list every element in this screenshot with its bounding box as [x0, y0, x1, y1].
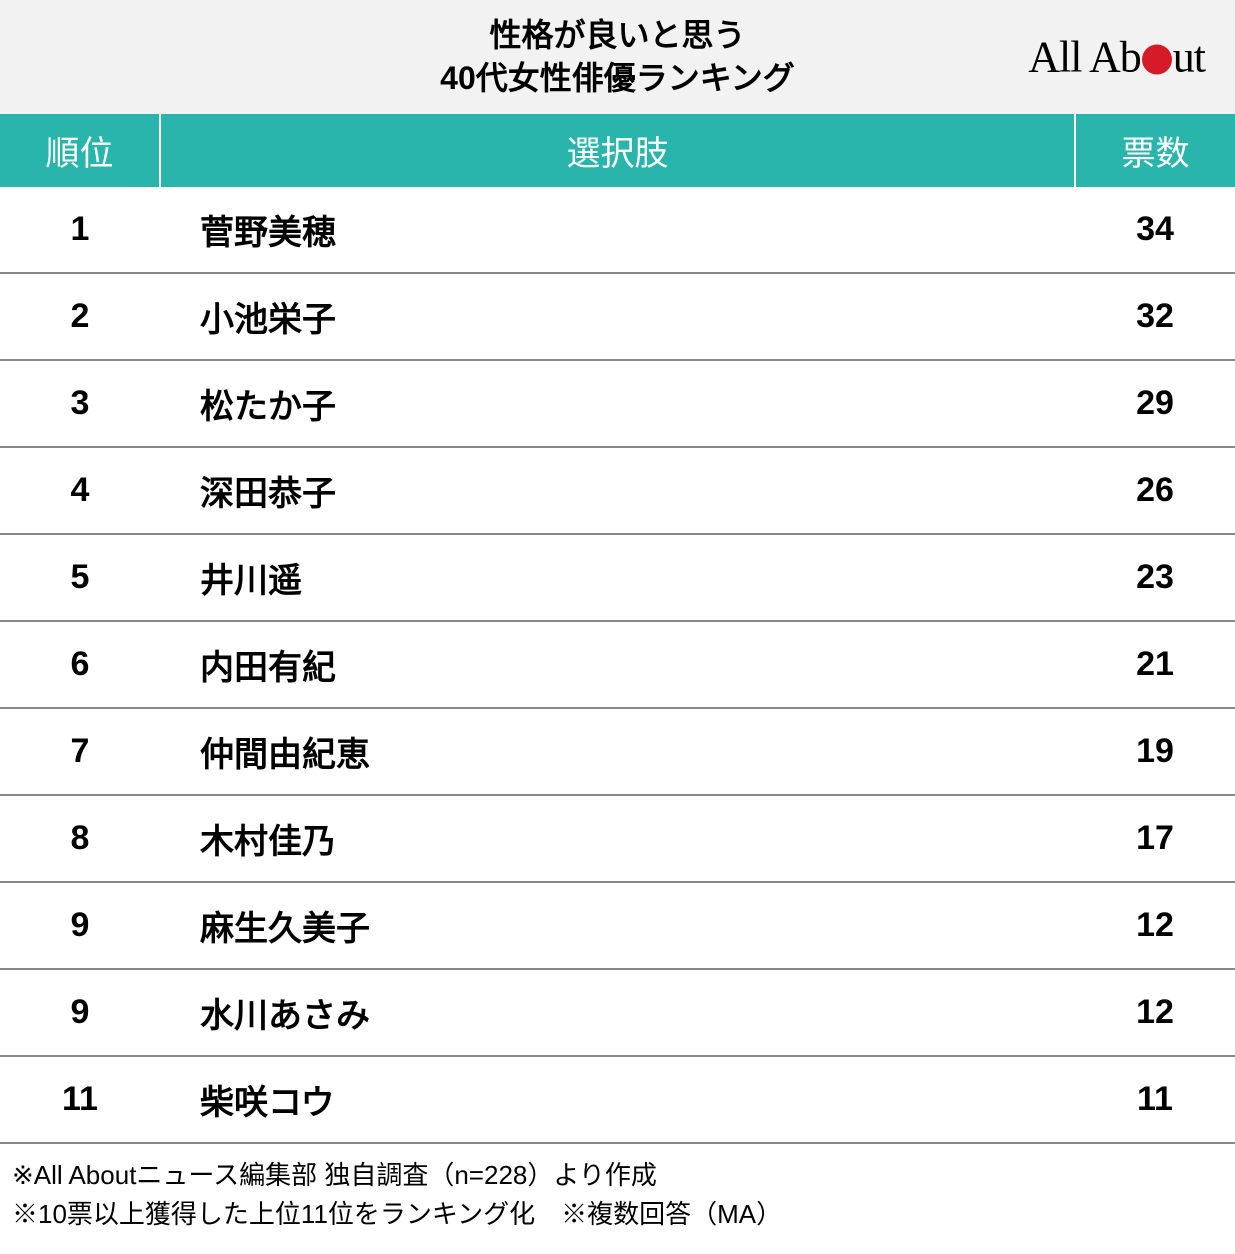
logo-text-before: All Ab — [1028, 32, 1141, 83]
ranking-container: 性格が良いと思う 40代女性俳優ランキング All Ab ut 順位 選択肢 票… — [0, 0, 1235, 1254]
page-title: 性格が良いと思う 40代女性俳優ランキング — [440, 14, 795, 100]
cell-choice: 内田有紀 — [160, 621, 1075, 708]
cell-choice: 水川あさみ — [160, 969, 1075, 1056]
cell-votes: 19 — [1075, 708, 1235, 795]
cell-choice: 井川遥 — [160, 534, 1075, 621]
cell-rank: 6 — [0, 621, 160, 708]
table-row: 9麻生久美子12 — [0, 882, 1235, 969]
col-header-rank: 順位 — [0, 114, 160, 187]
title-bar: 性格が良いと思う 40代女性俳優ランキング All Ab ut — [0, 0, 1235, 114]
ranking-table: 順位 選択肢 票数 1菅野美穂342小池栄子323松たか子294深田恭子265井… — [0, 114, 1235, 1144]
table-row: 8木村佳乃17 — [0, 795, 1235, 882]
table-row: 9水川あさみ12 — [0, 969, 1235, 1056]
table-row: 4深田恭子26 — [0, 447, 1235, 534]
table-row: 11柴咲コウ11 — [0, 1056, 1235, 1143]
cell-rank: 2 — [0, 273, 160, 360]
cell-rank: 3 — [0, 360, 160, 447]
cell-rank: 7 — [0, 708, 160, 795]
table-row: 7仲間由紀恵19 — [0, 708, 1235, 795]
cell-votes: 29 — [1075, 360, 1235, 447]
allabout-logo: All Ab ut — [1028, 32, 1205, 83]
col-header-choice: 選択肢 — [160, 114, 1075, 187]
cell-rank: 11 — [0, 1056, 160, 1143]
cell-choice: 深田恭子 — [160, 447, 1075, 534]
cell-votes: 17 — [1075, 795, 1235, 882]
cell-votes: 26 — [1075, 447, 1235, 534]
cell-votes: 32 — [1075, 273, 1235, 360]
cell-choice: 柴咲コウ — [160, 1056, 1075, 1143]
cell-votes: 21 — [1075, 621, 1235, 708]
cell-rank: 4 — [0, 447, 160, 534]
cell-rank: 5 — [0, 534, 160, 621]
cell-rank: 8 — [0, 795, 160, 882]
logo-text-after: ut — [1173, 32, 1205, 83]
cell-rank: 9 — [0, 882, 160, 969]
footnote-line-1: ※All Aboutニュース編集部 独自調査（n=228）より作成 — [12, 1156, 1223, 1195]
cell-rank: 1 — [0, 187, 160, 273]
footnotes: ※All Aboutニュース編集部 独自調査（n=228）より作成 ※10票以上… — [0, 1144, 1235, 1254]
footnote-line-2: ※10票以上獲得した上位11位をランキング化 ※複数回答（MA） — [12, 1195, 1223, 1234]
cell-votes: 23 — [1075, 534, 1235, 621]
cell-votes: 12 — [1075, 969, 1235, 1056]
table-row: 6内田有紀21 — [0, 621, 1235, 708]
title-line-2: 40代女性俳優ランキング — [440, 60, 795, 96]
cell-votes: 11 — [1075, 1056, 1235, 1143]
title-line-1: 性格が良いと思う — [489, 17, 745, 53]
cell-choice: 菅野美穂 — [160, 187, 1075, 273]
cell-choice: 小池栄子 — [160, 273, 1075, 360]
table-row: 3松たか子29 — [0, 360, 1235, 447]
table-row: 5井川遥23 — [0, 534, 1235, 621]
table-row: 1菅野美穂34 — [0, 187, 1235, 273]
table-header: 順位 選択肢 票数 — [0, 114, 1235, 187]
logo-dot-icon — [1142, 45, 1172, 75]
cell-votes: 12 — [1075, 882, 1235, 969]
cell-choice: 木村佳乃 — [160, 795, 1075, 882]
cell-votes: 34 — [1075, 187, 1235, 273]
cell-choice: 松たか子 — [160, 360, 1075, 447]
table-body: 1菅野美穂342小池栄子323松たか子294深田恭子265井川遥236内田有紀2… — [0, 187, 1235, 1143]
cell-choice: 麻生久美子 — [160, 882, 1075, 969]
cell-choice: 仲間由紀恵 — [160, 708, 1075, 795]
col-header-votes: 票数 — [1075, 114, 1235, 187]
cell-rank: 9 — [0, 969, 160, 1056]
table-row: 2小池栄子32 — [0, 273, 1235, 360]
